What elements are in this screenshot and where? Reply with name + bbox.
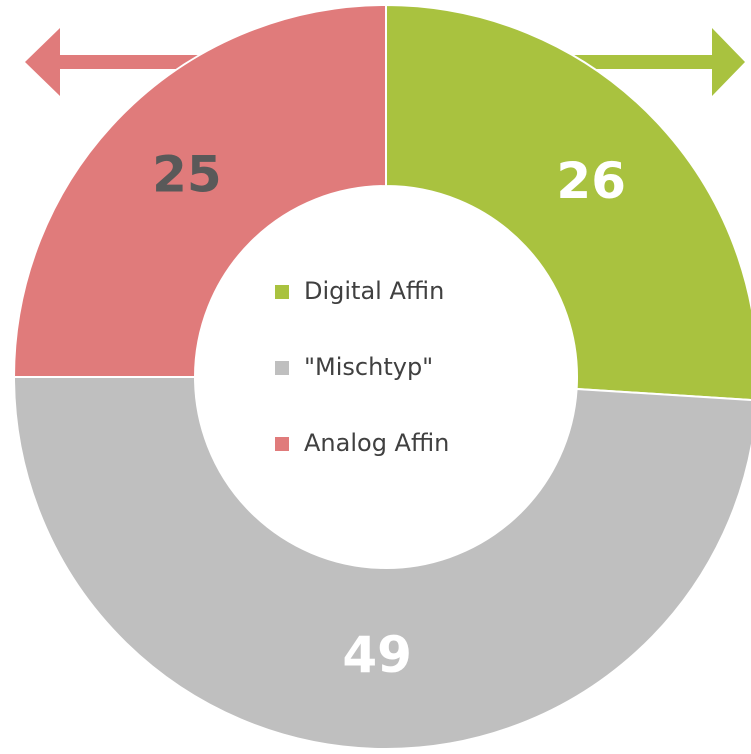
legend-swatch (275, 361, 289, 375)
legend-label: Digital Affin (304, 277, 444, 305)
legend-swatch (275, 437, 289, 451)
data-label: 25 (152, 145, 222, 203)
legend-swatch (275, 285, 289, 299)
legend: Digital Affin "Mischtyp" Analog Affin (275, 277, 449, 457)
labels: 26 49 25 (152, 145, 626, 683)
slice (385, 3, 751, 401)
slices (12, 3, 751, 750)
data-label: 26 (556, 152, 626, 210)
slice (12, 3, 387, 378)
slice (12, 376, 751, 750)
data-label: 49 (342, 626, 412, 684)
legend-label: "Mischtyp" (304, 353, 433, 381)
legend-label: Analog Affin (304, 429, 449, 457)
